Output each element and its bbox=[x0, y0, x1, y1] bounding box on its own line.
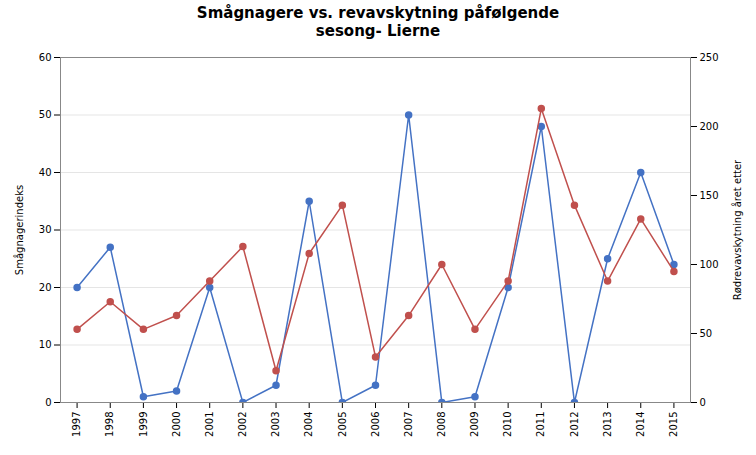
svg-text:200: 200 bbox=[700, 121, 719, 132]
svg-text:2006: 2006 bbox=[370, 412, 381, 437]
svg-text:10: 10 bbox=[39, 339, 52, 350]
svg-text:250: 250 bbox=[700, 52, 719, 63]
svg-text:2009: 2009 bbox=[469, 412, 480, 437]
svg-text:1997: 1997 bbox=[71, 412, 82, 437]
svg-text:2002: 2002 bbox=[237, 412, 248, 437]
svg-text:60: 60 bbox=[39, 52, 52, 63]
svg-text:1999: 1999 bbox=[138, 412, 149, 437]
svg-text:30: 30 bbox=[39, 224, 52, 235]
svg-text:Rødrevavskytning året etter: Rødrevavskytning året etter bbox=[731, 159, 743, 300]
svg-text:2004: 2004 bbox=[303, 412, 314, 437]
svg-text:20: 20 bbox=[39, 282, 52, 293]
svg-text:2008: 2008 bbox=[436, 412, 447, 437]
svg-text:2014: 2014 bbox=[635, 412, 646, 437]
svg-text:2011: 2011 bbox=[535, 412, 546, 437]
svg-text:2007: 2007 bbox=[403, 412, 414, 437]
svg-text:2001: 2001 bbox=[204, 412, 215, 437]
svg-text:50: 50 bbox=[39, 109, 52, 120]
html-text:Smågnagere vs. revavskytning p: Smågnagere vs. revavskytning påfølgende … bbox=[196, 4, 560, 40]
svg-text:2003: 2003 bbox=[270, 412, 281, 437]
svg-text:100: 100 bbox=[700, 259, 719, 270]
svg-text:2000: 2000 bbox=[171, 412, 182, 437]
svg-text:Smågnagerindeks: Smågnagerindeks bbox=[13, 185, 25, 275]
svg-text:2012: 2012 bbox=[569, 412, 580, 437]
svg-text:40: 40 bbox=[39, 167, 52, 178]
svg-text:0: 0 bbox=[700, 397, 706, 408]
svg-text:2010: 2010 bbox=[502, 412, 513, 437]
svg-text:1998: 1998 bbox=[104, 412, 115, 437]
svg-text:0: 0 bbox=[45, 397, 51, 408]
svg-text:2005: 2005 bbox=[337, 412, 348, 437]
svg-text:2013: 2013 bbox=[602, 412, 613, 437]
svg-text:2015: 2015 bbox=[668, 412, 679, 437]
svg-text:150: 150 bbox=[700, 190, 719, 201]
svg-text:50: 50 bbox=[700, 328, 713, 339]
